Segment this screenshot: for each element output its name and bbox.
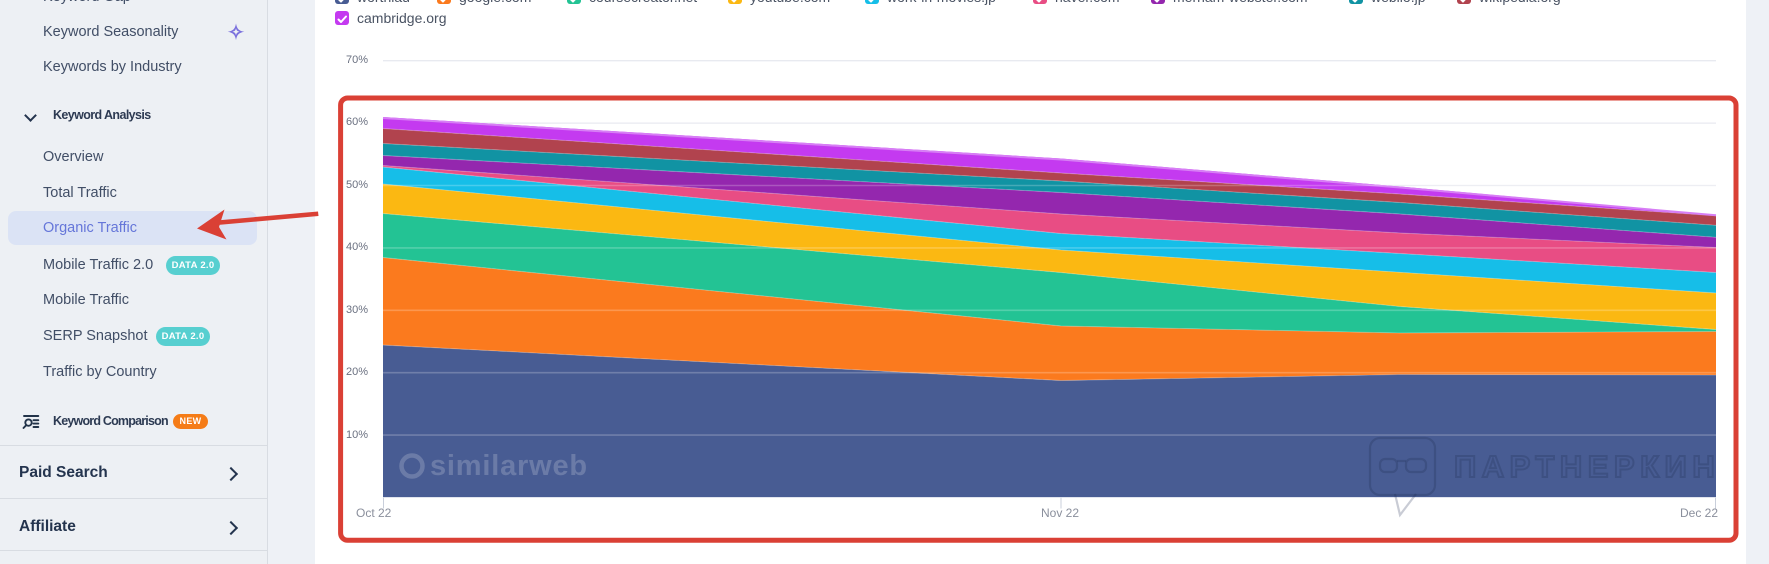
svg-text:similarweb: similarweb (430, 450, 588, 482)
svg-text:ПАРТНЕРКИН: ПАРТНЕРКИН (1454, 449, 1720, 484)
